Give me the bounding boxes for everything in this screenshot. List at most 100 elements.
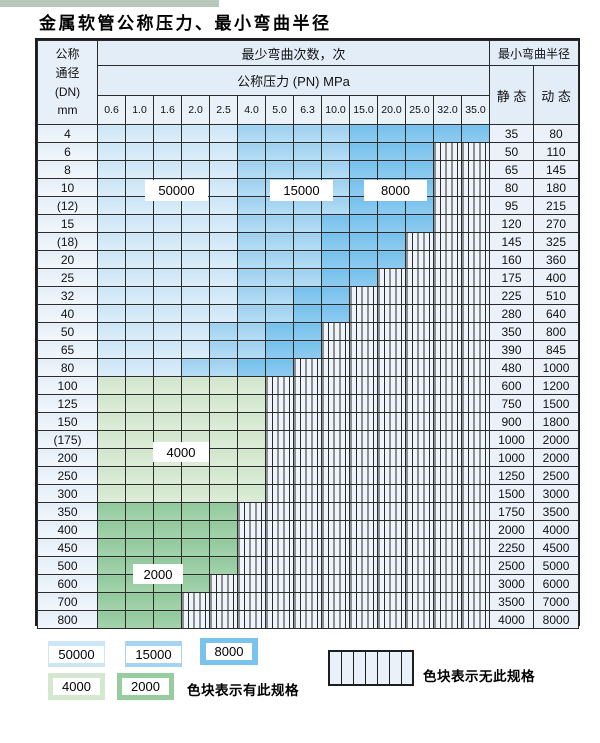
no-spec-cell xyxy=(377,466,406,485)
no-spec-cell xyxy=(460,178,491,197)
spec-cell-2000 xyxy=(181,502,210,521)
dn-cell: 50 xyxy=(37,322,98,341)
no-spec-cell xyxy=(377,520,406,539)
dynamic-radius-cell: 5000 xyxy=(533,556,580,575)
no-spec-cell xyxy=(405,520,434,539)
static-radius-cell: 120 xyxy=(489,214,535,233)
no-spec-cell xyxy=(209,610,238,629)
no-spec-cell xyxy=(377,538,406,557)
static-radius-cell: 480 xyxy=(489,358,535,377)
spec-cell-8000 xyxy=(349,268,378,287)
no-spec-cell xyxy=(405,376,434,395)
no-spec-cell xyxy=(460,322,491,341)
dn-cell: 20 xyxy=(37,250,98,269)
cycles-label-8000: 8000 xyxy=(364,180,427,201)
spec-cell-4000 xyxy=(209,466,238,485)
no-spec-cell xyxy=(265,412,294,431)
spec-cell-50000 xyxy=(209,250,238,269)
spec-cell-50000 xyxy=(97,304,126,323)
no-spec-cell xyxy=(377,610,406,629)
dynamic-radius-cell: 7000 xyxy=(533,592,580,611)
no-spec-cell xyxy=(377,502,406,521)
min-bend-cycles-header: 最少弯曲次数，次 xyxy=(96,40,491,66)
no-spec-cell xyxy=(433,196,462,215)
table-row: 700 3500 7000 xyxy=(37,592,580,611)
spec-cell-2000 xyxy=(181,520,210,539)
spec-cell-15000 xyxy=(237,196,266,215)
table-row: 500 2500 5000 xyxy=(37,556,580,575)
no-spec-cell xyxy=(460,412,491,431)
dn-header-line: 通径 xyxy=(55,65,80,80)
spec-cell-50000 xyxy=(181,124,210,143)
spec-cell-8000 xyxy=(377,214,406,233)
no-spec-cell xyxy=(377,412,406,431)
dynamic-radius-cell: 640 xyxy=(533,304,580,323)
spec-cell-2000 xyxy=(181,538,210,557)
no-spec-cell xyxy=(377,574,406,593)
no-spec-cell xyxy=(377,592,406,611)
dn-cell: 8 xyxy=(37,160,98,179)
table-row: 400 2000 4000 xyxy=(37,520,580,539)
pressure-tick: 1.0 xyxy=(125,95,154,125)
cycles-label-2000: 2000 xyxy=(133,564,183,584)
spec-cell-15000 xyxy=(293,124,322,143)
spec-cell-8000 xyxy=(405,124,434,143)
spec-cell-8000 xyxy=(433,124,462,143)
dynamic-radius-cell: 2500 xyxy=(533,466,580,485)
pressure-tick: 15.0 xyxy=(349,95,378,125)
spec-cell-4000 xyxy=(181,484,210,503)
dynamic-radius-cell: 1000 xyxy=(533,358,580,377)
spec-cell-8000 xyxy=(349,160,378,179)
spec-cell-8000 xyxy=(377,250,406,269)
legend-no-spec-text: 色块表示无此规格 xyxy=(423,669,535,684)
no-spec-cell xyxy=(460,466,491,485)
static-radius-cell: 350 xyxy=(489,322,535,341)
legend-swatch-50000: 50000 xyxy=(48,641,105,667)
spec-cell-2000 xyxy=(97,574,126,593)
spec-cell-8000 xyxy=(405,160,434,179)
no-spec-cell xyxy=(293,502,322,521)
no-spec-cell xyxy=(237,556,266,575)
spec-cell-15000 xyxy=(237,322,266,341)
spec-cell-50000 xyxy=(97,322,126,341)
static-radius-cell: 1250 xyxy=(489,466,535,485)
no-spec-cell xyxy=(405,484,434,503)
spec-cell-2000 xyxy=(209,502,238,521)
spec-cell-50000 xyxy=(181,322,210,341)
spec-cell-50000 xyxy=(97,142,126,161)
spec-cell-50000 xyxy=(181,214,210,233)
spec-cell-8000 xyxy=(349,250,378,269)
spec-cell-4000 xyxy=(125,376,154,395)
spec-cell-2000 xyxy=(97,538,126,557)
no-spec-cell xyxy=(460,358,491,377)
spec-cell-50000 xyxy=(181,160,210,179)
spec-cell-15000 xyxy=(265,214,294,233)
pressure-tick: 25.0 xyxy=(405,95,434,125)
no-spec-cell xyxy=(460,286,491,305)
no-spec-cell xyxy=(265,430,294,449)
dn-cell: 125 xyxy=(37,394,98,413)
no-spec-cell xyxy=(293,430,322,449)
spec-cell-15000 xyxy=(265,142,294,161)
spec-cell-15000 xyxy=(265,286,294,305)
table-body: 4 35 80 6 50 110 8 65 145 10 80 180 (12) 95 215 15 120 27… xyxy=(37,124,580,629)
table-row: 8 65 145 xyxy=(37,160,580,179)
no-spec-cell xyxy=(265,394,294,413)
no-spec-cell xyxy=(265,556,294,575)
no-spec-cell xyxy=(460,268,491,287)
spec-cell-50000 xyxy=(153,160,182,179)
dn-cell: 200 xyxy=(37,448,98,467)
no-spec-cell xyxy=(433,142,462,161)
spec-cell-4000 xyxy=(181,412,210,431)
no-spec-cell xyxy=(293,448,322,467)
spec-cell-15000 xyxy=(321,196,350,215)
spec-cell-15000 xyxy=(265,250,294,269)
spec-cell-50000 xyxy=(153,286,182,305)
no-spec-cell xyxy=(293,520,322,539)
no-spec-cell xyxy=(405,610,434,629)
no-spec-cell xyxy=(349,556,378,575)
no-spec-cell xyxy=(460,160,491,179)
spec-cell-2000 xyxy=(153,502,182,521)
no-spec-cell xyxy=(321,466,350,485)
